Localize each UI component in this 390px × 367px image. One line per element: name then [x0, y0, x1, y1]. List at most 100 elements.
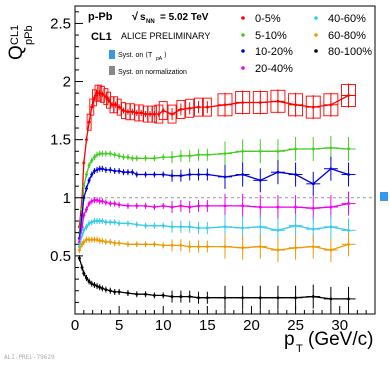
data-point [126, 170, 130, 174]
y-tick-label: 2 [63, 74, 71, 91]
data-point [197, 173, 200, 176]
syst-norm-box [109, 66, 115, 75]
syst-box [341, 84, 356, 107]
syst-box [288, 93, 304, 117]
data-point [130, 170, 134, 174]
data-point [90, 238, 94, 242]
series-2 [77, 156, 356, 242]
data-point [95, 238, 99, 242]
data-point [179, 204, 183, 208]
data-point [311, 245, 315, 248]
data-point [100, 152, 104, 156]
x-axis-unit: (GeV/c) [308, 329, 373, 350]
data-point [294, 296, 297, 300]
data-point [95, 219, 99, 223]
series-6 [77, 255, 356, 311]
data-point [294, 246, 297, 250]
data-point [153, 224, 156, 228]
data-point [117, 221, 121, 225]
data-point [170, 225, 174, 229]
y-axis-sup: CL1 [9, 25, 21, 45]
legend-marker [314, 49, 318, 53]
data-point [179, 244, 183, 247]
x-tick-label: 25 [287, 317, 304, 334]
data-point [85, 138, 88, 142]
data-point [87, 202, 91, 205]
data-point [95, 168, 99, 172]
data-point [205, 245, 209, 248]
data-point [95, 284, 99, 288]
data-point [197, 296, 200, 300]
data-point [205, 296, 209, 300]
data-point [241, 101, 245, 104]
data-point [113, 290, 117, 294]
syst-tpa-sub: pA [156, 56, 163, 62]
data-point [197, 245, 200, 248]
data-point [144, 242, 147, 246]
data-point [258, 225, 262, 229]
data-point [241, 246, 245, 250]
syst-box [270, 89, 286, 113]
data-point [311, 147, 315, 151]
energy-sqrt: s [140, 12, 146, 23]
data-point [223, 152, 227, 156]
data-point [188, 245, 192, 248]
data-point [113, 169, 117, 173]
data-point [104, 168, 108, 172]
syst-norm-label: Syst. on normalization [118, 69, 187, 76]
syst-box [202, 97, 212, 117]
data-point [104, 201, 108, 204]
data-point [80, 266, 84, 269]
data-point [223, 175, 227, 179]
data-point [126, 110, 130, 114]
data-point [311, 206, 315, 210]
x-tick-label: 5 [115, 317, 123, 334]
data-point [311, 105, 315, 109]
data-point [87, 280, 91, 283]
series-0 [77, 83, 356, 230]
data-point [205, 204, 209, 208]
norm-uncertainty-box [380, 192, 388, 201]
data-point [82, 240, 86, 244]
syst-tpa-suffix: ⟩ [164, 51, 167, 59]
data-point [188, 225, 192, 229]
data-point [276, 99, 280, 103]
legend-marker [314, 33, 318, 37]
data-point [117, 105, 121, 109]
data-point [90, 173, 94, 176]
data-point [329, 103, 333, 107]
data-point [122, 109, 125, 113]
data-point [98, 167, 102, 171]
data-point [122, 155, 125, 159]
data-point [87, 120, 91, 124]
y-tick-label: 1 [63, 190, 71, 207]
series-1 [77, 135, 356, 236]
x-tick-label: 15 [199, 317, 216, 334]
x-tick-label: 10 [155, 317, 172, 334]
data-point [82, 271, 86, 275]
data-point [311, 295, 315, 298]
data-point [117, 154, 121, 158]
data-point [82, 184, 86, 188]
data-point [85, 187, 88, 190]
data-point [161, 294, 165, 297]
data-point [80, 233, 84, 237]
status-label: ALICE PRELIMINARY [121, 31, 210, 41]
data-point [80, 242, 84, 246]
estimator-label: CL1 [91, 31, 112, 43]
data-point [78, 248, 81, 252]
data-point [90, 159, 94, 162]
legend-marker [314, 16, 318, 20]
syst-box [176, 99, 186, 119]
data-point [329, 248, 333, 252]
data-point [241, 173, 245, 176]
data-point [100, 219, 104, 223]
legend-marker [241, 66, 245, 70]
legend-label: 20-40% [255, 63, 293, 75]
syst-tpa-box [109, 50, 115, 59]
data-point [223, 204, 227, 208]
data-point [258, 101, 262, 104]
data-point [107, 98, 110, 102]
data-point [205, 226, 209, 230]
data-point [85, 225, 88, 229]
